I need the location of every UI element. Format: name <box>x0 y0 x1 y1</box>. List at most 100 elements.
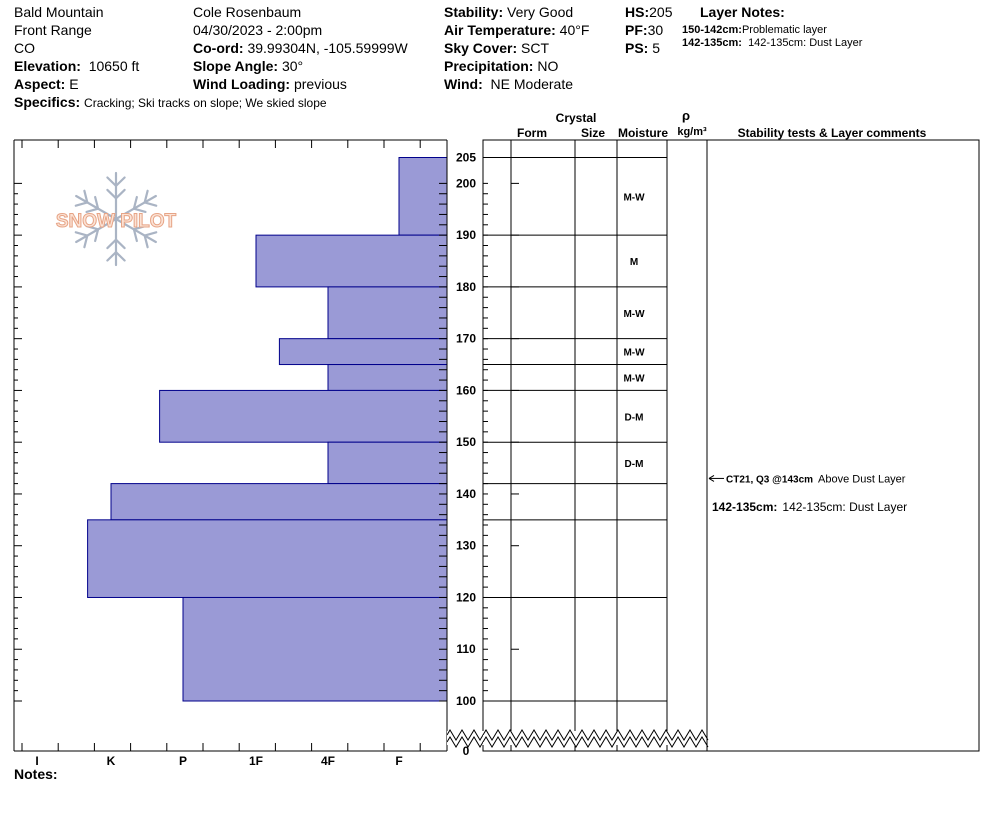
moisture-label: M-W <box>623 309 645 320</box>
snowflake-branch <box>143 189 149 204</box>
snowflake-arm <box>75 217 118 244</box>
snowflake-branch <box>106 188 118 200</box>
hardness-tick-label: I <box>35 754 38 768</box>
hardness-tick-label: K <box>107 754 116 768</box>
moisture-label: M-W <box>623 348 645 359</box>
snowflake-branch <box>114 188 126 200</box>
moisture-label: M-W <box>623 373 645 384</box>
datetime: 04/30/2023 - 2:00pm <box>193 22 323 38</box>
hardness-tick-label: P <box>179 754 187 768</box>
snowflake-branch <box>114 176 126 187</box>
comments-panel <box>706 139 980 752</box>
axis-break-zigzag <box>482 736 709 748</box>
snowflake-branch <box>143 201 158 207</box>
axis-break-zigzag <box>446 729 487 741</box>
snowflake-branch <box>83 234 89 249</box>
snowflake-branch <box>83 189 89 204</box>
layer-comment-text: 142-135cm: Dust Layer <box>782 500 907 514</box>
hardness-bar <box>278 338 448 366</box>
axis-break-zigzag <box>446 736 487 748</box>
wind-loading: Wind Loading: previous <box>193 76 347 92</box>
coordinates: Co-ord: 39.99304N, -105.59999W <box>193 40 408 56</box>
form-header: Form <box>517 126 547 140</box>
layer-note: 142-135cm: 142-135cm: Dust Layer <box>682 37 863 49</box>
depth-tick-label: 205 <box>456 151 476 165</box>
density-unit-header: kg/m³ <box>677 126 707 138</box>
ski-penetration: PS: 5 <box>625 40 661 56</box>
hardness-bar <box>159 389 448 443</box>
comment-pointer-arrow <box>708 474 715 482</box>
depth-tick-label: 150 <box>456 435 476 449</box>
moisture-label: M-W <box>623 192 645 203</box>
snowflake-branch <box>132 207 147 214</box>
snowflake-branch <box>74 231 89 237</box>
elevation: Elevation: 10650 ft <box>14 58 140 74</box>
air-temperature: Air Temperature: 40°F <box>444 22 590 38</box>
snowflake-branch <box>106 251 118 262</box>
snowflake-branch <box>106 176 118 187</box>
layer-comment-range: 142-135cm: <box>712 500 777 514</box>
location: Bald Mountain <box>14 4 104 20</box>
snowpilot-logo: SNOW PILOT <box>55 171 177 267</box>
depth-tick-label: 170 <box>456 332 476 346</box>
state: CO <box>14 40 35 56</box>
depth-tick-label: 120 <box>456 590 476 604</box>
depth-tick-label: 140 <box>456 487 476 501</box>
depth-tick-label: 190 <box>456 228 476 242</box>
stability-test-comment: CT21, Q3 @143cm Above Dust Layer <box>726 473 906 485</box>
comments-header: Stability tests & Layer comments <box>738 126 927 140</box>
snowflake-branch <box>143 234 149 249</box>
wind: Wind: NE Moderate <box>444 76 574 92</box>
snowflake-branch <box>106 238 118 250</box>
snowflake-arm <box>75 194 118 221</box>
specifics: Specifics: Cracking; Ski tracks on slope… <box>14 94 327 110</box>
axis-break-zigzag <box>482 729 709 741</box>
layer-table-frame <box>482 139 708 752</box>
hardness-bar <box>87 519 448 598</box>
stability: Stability: Very Good <box>444 4 574 20</box>
snowflake-branch <box>143 231 158 237</box>
stability-test-result: CT21, Q3 @143cm <box>726 474 813 485</box>
depth-tick-label: 110 <box>456 642 476 656</box>
snow-height: HS:205 <box>625 4 673 20</box>
moisture-label: D-M <box>625 412 644 423</box>
hardness-tick-label: F <box>395 754 402 768</box>
snowflake-branch <box>94 228 100 243</box>
observer: Cole Rosenbaum <box>193 4 302 20</box>
moisture-header: Moisture <box>618 126 668 140</box>
layer-note: 150-142cm:Problematic layer <box>682 24 827 36</box>
snowflake-branch <box>114 251 126 262</box>
stability-test-note: Above Dust Layer <box>818 473 906 485</box>
hardness-bar <box>110 483 448 521</box>
hardness-tick-label: 4F <box>321 754 335 768</box>
hardness-bar <box>327 286 448 340</box>
sky-cover: Sky Cover: SCT <box>444 40 550 56</box>
hardness-bar <box>327 441 448 485</box>
snowflake-branch <box>85 207 100 214</box>
snowflake-branch <box>114 238 126 250</box>
snowflake-branch <box>94 195 100 210</box>
moisture-label: M <box>630 257 638 268</box>
depth-tick-label: 0 <box>463 744 470 758</box>
snowflake-branch <box>74 201 89 207</box>
depth-tick-label: 160 <box>456 383 476 397</box>
layer-notes-title: Layer Notes: <box>700 4 785 20</box>
snowflake-branch <box>132 195 138 210</box>
range: Front Range <box>14 22 92 38</box>
snowflake-branch <box>85 224 100 231</box>
hardness-tick-label: 1F <box>249 754 263 768</box>
foot-penetration: PF:30 <box>625 22 664 38</box>
crystal-header: Crystal <box>556 111 597 125</box>
rho-header: ρ <box>682 108 690 123</box>
hardness-bar <box>182 596 448 702</box>
hardness-bar <box>327 364 448 391</box>
size-header: Size <box>581 126 605 140</box>
snowflake-arm <box>114 194 157 221</box>
layer-comment: 142-135cm: 142-135cm: Dust Layer <box>712 500 907 514</box>
precipitation: Precipitation: NO <box>444 58 559 74</box>
hardness-bar <box>255 234 448 288</box>
depth-tick-label: 200 <box>456 176 476 190</box>
moisture-label: D-M <box>625 459 644 470</box>
depth-tick-label: 130 <box>456 539 476 553</box>
